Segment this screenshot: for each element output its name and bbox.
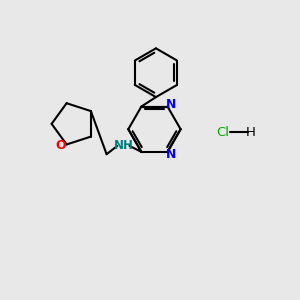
- Text: O: O: [56, 139, 66, 152]
- Text: NH: NH: [114, 139, 134, 152]
- Text: N: N: [166, 98, 177, 111]
- Text: H: H: [246, 126, 256, 139]
- Text: Cl: Cl: [216, 126, 229, 139]
- Text: N: N: [166, 148, 177, 161]
